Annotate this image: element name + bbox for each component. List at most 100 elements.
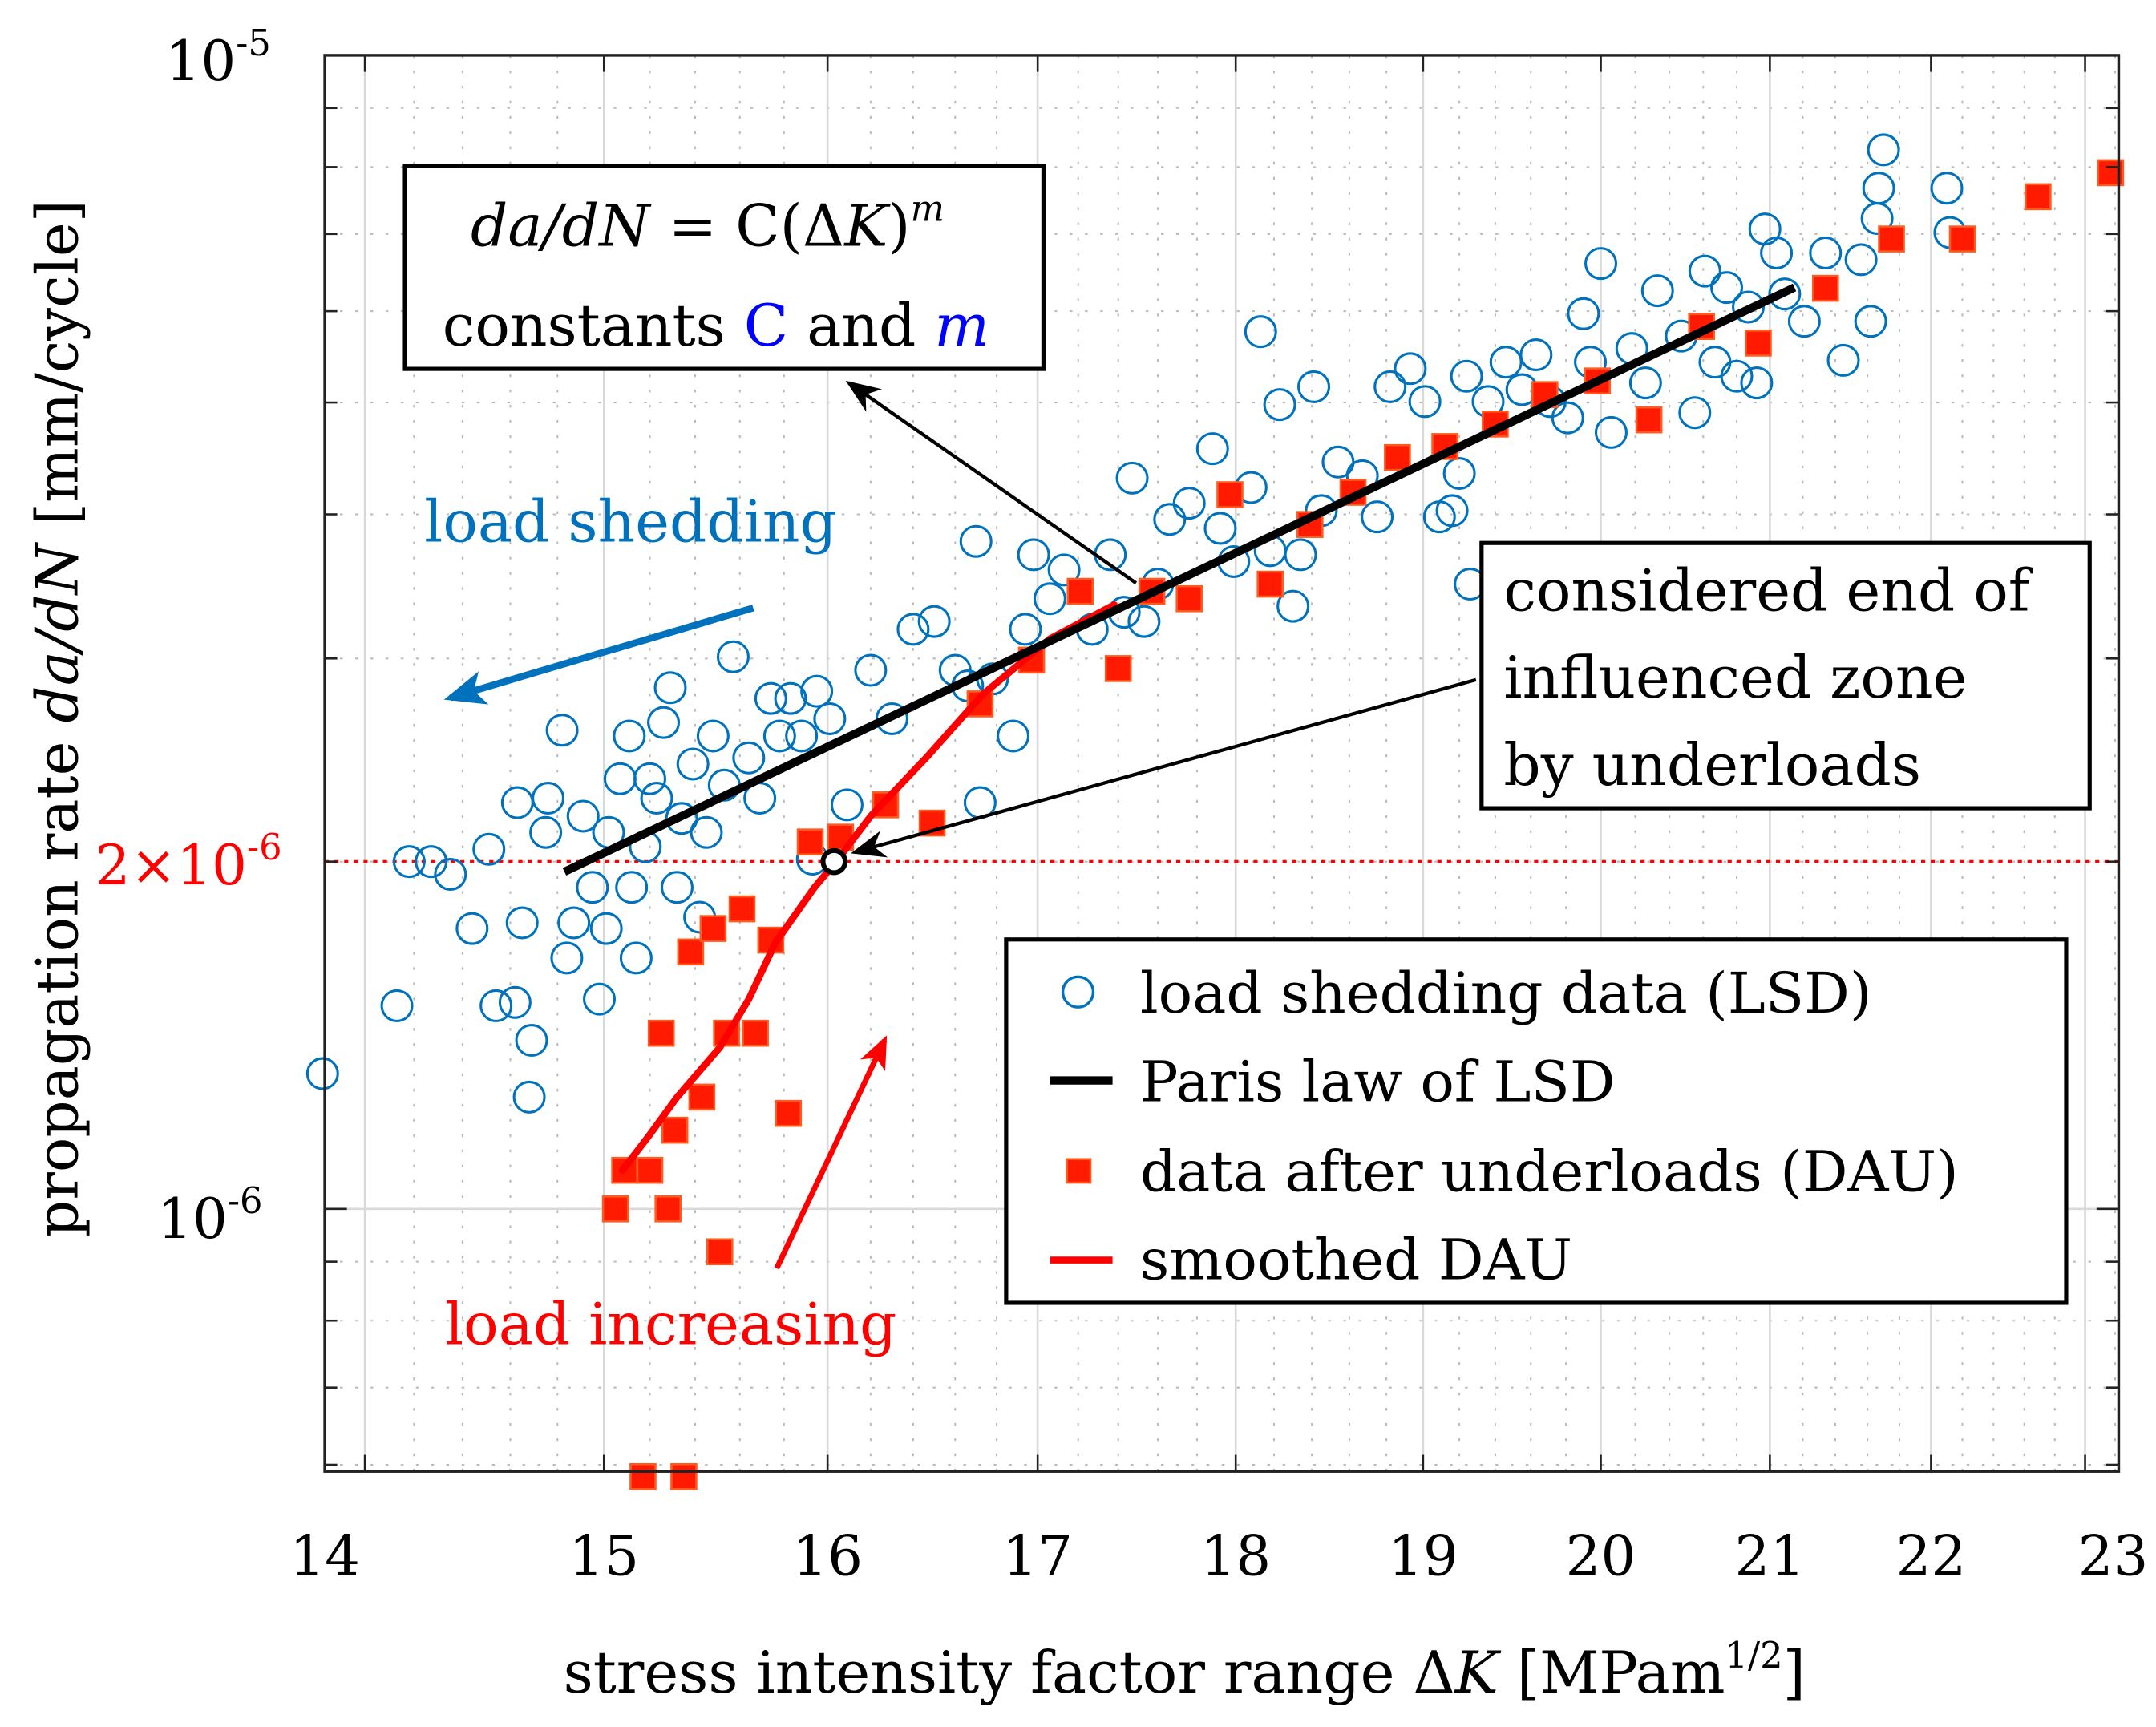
x-tick-label: 21 [1735, 1524, 1806, 1588]
dau-point [661, 1116, 689, 1144]
end-zone-line-1: considered end of [1503, 558, 2033, 625]
lsd-point [392, 845, 426, 879]
lsd-point [1640, 274, 1674, 308]
legend-dau-marker-icon [1066, 1158, 1092, 1184]
lsd-point [550, 941, 584, 975]
lsd-point [1276, 589, 1310, 623]
lsd-point [830, 788, 864, 822]
lsd-point [1394, 352, 1427, 386]
x-tick-label: 14 [289, 1524, 360, 1588]
lsd-point [1787, 305, 1821, 338]
lsd-point [532, 782, 565, 815]
lsd-point [1203, 512, 1237, 545]
load-shedding-arrow [443, 605, 754, 705]
lsd-point [640, 782, 673, 815]
x-tick-label: 23 [2078, 1524, 2149, 1588]
lsd-point [696, 719, 730, 753]
lsd-point [619, 941, 653, 975]
lsd-point [1867, 133, 1900, 167]
lsd-point [1688, 254, 1721, 288]
lsd-point [647, 706, 681, 739]
lsd-point [754, 681, 787, 715]
dau-point [1175, 584, 1203, 613]
dau-point [1066, 577, 1094, 605]
lsd-point [1584, 247, 1618, 281]
legend-lsd-marker-icon [1061, 975, 1095, 1009]
lsd-point [1930, 172, 1964, 205]
lsd-series [305, 133, 1967, 1114]
dau-point [1104, 655, 1132, 682]
dau-point [677, 938, 705, 966]
lsd-point [762, 719, 796, 753]
dau-point [1384, 443, 1411, 471]
lsd-point [455, 912, 489, 945]
lsd-point [1740, 366, 1774, 400]
dau-point [629, 1462, 657, 1490]
dau-point [1745, 330, 1772, 357]
dau-point [647, 1019, 675, 1047]
lsd-point [505, 906, 539, 940]
lsd-point [653, 671, 687, 705]
lsd-point [633, 762, 667, 795]
smoothed-dau-line [618, 601, 1118, 1175]
lsd-point [1017, 538, 1050, 572]
lsd-point [1450, 359, 1483, 393]
axis-ticks [325, 55, 2119, 1472]
dau-point [636, 1156, 664, 1184]
lsd-point [515, 1024, 548, 1058]
end-zone-box [1479, 540, 2092, 811]
lsd-point [1860, 201, 1894, 235]
lsd-point [1551, 401, 1584, 435]
lsd-point [1172, 487, 1206, 520]
lsd-point [854, 653, 888, 687]
x-tick-labels: 14 15 16 17 18 19 20 21 22 23 [289, 1524, 2148, 1588]
lsd-point [557, 906, 591, 940]
lsd-point [690, 815, 723, 849]
lsd-point [774, 681, 807, 715]
lsd-point [1435, 494, 1469, 528]
dau-point [796, 828, 824, 855]
lsd-point [1195, 432, 1229, 466]
lsd-point [1153, 503, 1187, 536]
lsd-point [1720, 359, 1754, 393]
lsd-point [434, 857, 467, 891]
lsd-point [716, 640, 750, 673]
dau-point [1948, 225, 1976, 253]
lsd-point [800, 674, 834, 708]
lsd-point [582, 982, 617, 1016]
y-axis-label: propagation rate da/dN [mm/cycle] [25, 200, 92, 1237]
lsd-point [917, 605, 951, 638]
lsd-point [1284, 538, 1317, 572]
y-tick-label-2e-6: 2×10-6 [95, 826, 282, 898]
lsd-point [875, 702, 908, 735]
lsd-point [545, 714, 579, 747]
dau-point [1216, 481, 1244, 508]
lsd-point [1047, 553, 1081, 587]
lsd-point [785, 719, 819, 753]
dau-point [1635, 406, 1663, 434]
paris-law-line [562, 283, 1797, 876]
dau-point [670, 1462, 698, 1490]
x-tick-label: 17 [1002, 1524, 1073, 1588]
lsd-point [997, 719, 1030, 753]
lsd-point [479, 989, 513, 1022]
lsd-point [1263, 388, 1296, 422]
dau-point [1256, 570, 1284, 598]
load-increasing-label: load increasing [445, 1292, 896, 1359]
lsd-point [613, 719, 646, 753]
dau-point [601, 1195, 629, 1223]
formula-box [402, 164, 1046, 371]
dau-point [2025, 183, 2052, 211]
dau-point [706, 1238, 734, 1266]
legend-box [1004, 937, 2069, 1305]
lsd-point [1361, 500, 1394, 534]
lsd-point [1127, 605, 1161, 638]
lsd-point [472, 832, 506, 866]
x-tick-label: 16 [792, 1524, 863, 1588]
lsd-point [1854, 305, 1887, 338]
formula-text: da/dN = C(ΔK)m [471, 188, 945, 261]
end-zone-line-3: by underloads [1503, 732, 1921, 799]
legend: load shedding data (LSD) Paris law of LS… [1004, 937, 2069, 1305]
lsd-point [1628, 366, 1662, 400]
